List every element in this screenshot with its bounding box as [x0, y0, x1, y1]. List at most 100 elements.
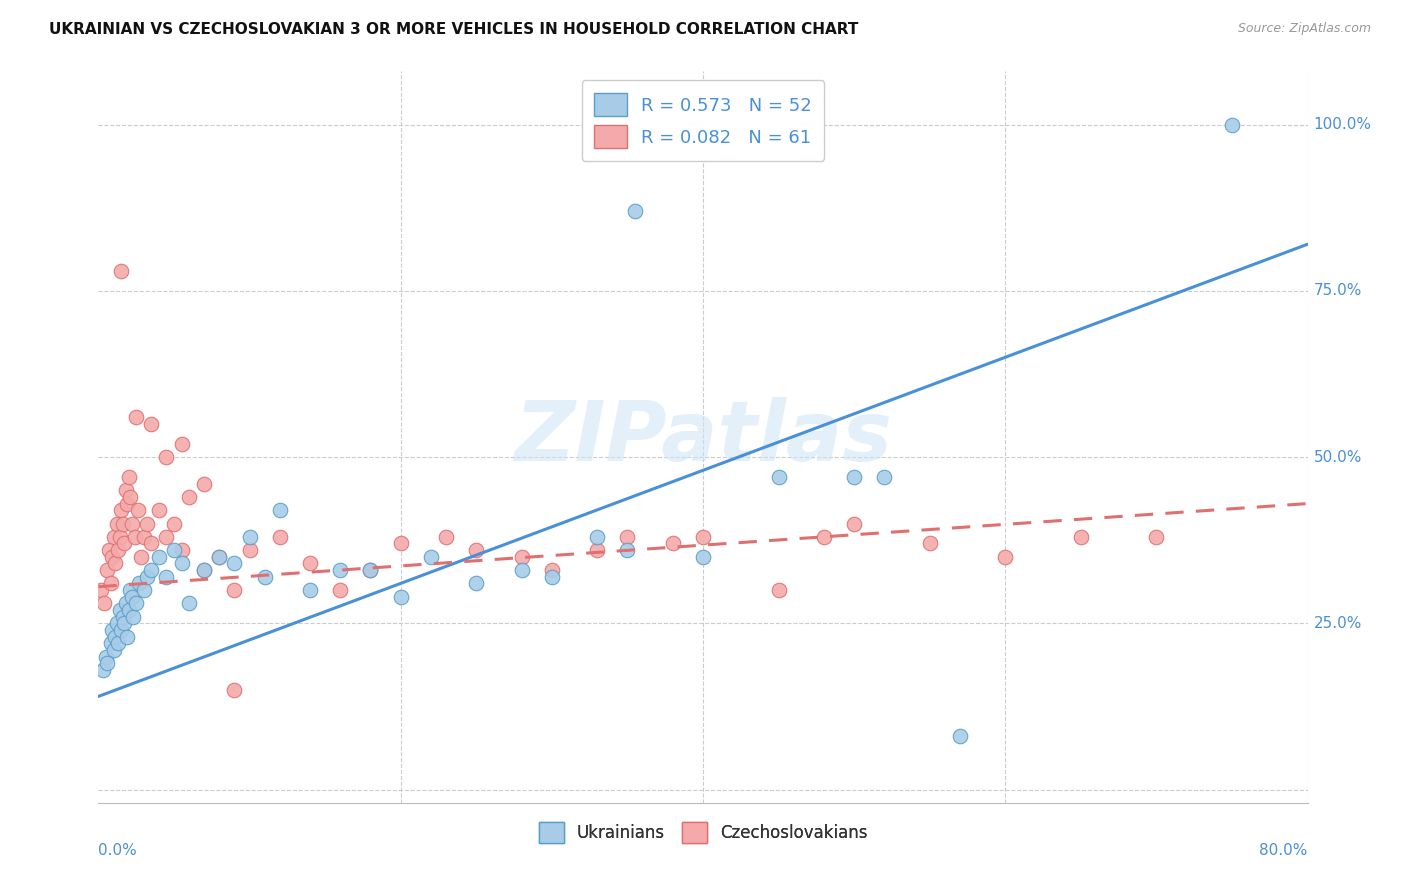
Point [434, 530, 457, 544]
Point [107, 636, 129, 650]
Point [121, 590, 143, 604]
Text: 50.0%: 50.0% [1313, 450, 1362, 465]
Point [239, 543, 262, 558]
Point [586, 530, 609, 544]
Point [163, 516, 186, 531]
Point [813, 530, 835, 544]
Point [125, 596, 148, 610]
Point [170, 557, 193, 571]
Text: 80.0%: 80.0% [1260, 843, 1308, 858]
Point [114, 596, 136, 610]
Point [179, 490, 201, 504]
Point [93, 596, 115, 610]
Text: ZIPatlas: ZIPatlas [515, 397, 891, 477]
Point [540, 570, 562, 584]
Point [105, 516, 128, 531]
Point [193, 476, 215, 491]
Point [465, 543, 488, 558]
Point [103, 530, 125, 544]
Point [141, 563, 163, 577]
Point [118, 470, 141, 484]
Point [120, 490, 142, 504]
Point [90, 582, 112, 597]
Point [389, 536, 412, 550]
Point [96, 563, 118, 577]
Point [114, 483, 136, 498]
Point [148, 503, 170, 517]
Point [110, 503, 132, 517]
Point [104, 557, 127, 571]
Point [141, 536, 163, 550]
Point [510, 549, 533, 564]
Point [132, 530, 155, 544]
Point [94, 649, 117, 664]
Point [103, 643, 125, 657]
Point [170, 543, 193, 558]
Point [101, 623, 124, 637]
Point [108, 530, 131, 544]
Point [510, 563, 533, 577]
Point [269, 503, 291, 517]
Point [420, 549, 443, 564]
Point [120, 582, 142, 597]
Point [101, 549, 124, 564]
Point [141, 417, 163, 431]
Point [299, 582, 322, 597]
Point [155, 530, 177, 544]
Point [128, 576, 150, 591]
Point [918, 536, 941, 550]
Point [994, 549, 1017, 564]
Point [111, 516, 134, 531]
Point [692, 530, 714, 544]
Point [107, 543, 129, 558]
Point [873, 470, 896, 484]
Point [155, 450, 177, 464]
Point [224, 682, 246, 697]
Point [100, 576, 122, 591]
Point [253, 570, 276, 584]
Legend: Ukrainians, Czechoslovakians: Ukrainians, Czechoslovakians [531, 815, 875, 849]
Point [586, 543, 609, 558]
Point [329, 563, 352, 577]
Point [360, 563, 382, 577]
Point [115, 630, 138, 644]
Point [299, 557, 322, 571]
Point [104, 630, 127, 644]
Point [127, 503, 149, 517]
Point [329, 582, 352, 597]
Point [96, 656, 118, 670]
Point [1220, 118, 1243, 132]
Point [208, 549, 231, 564]
Point [179, 596, 201, 610]
Text: UKRAINIAN VS CZECHOSLOVAKIAN 3 OR MORE VEHICLES IN HOUSEHOLD CORRELATION CHART: UKRAINIAN VS CZECHOSLOVAKIAN 3 OR MORE V… [49, 22, 859, 37]
Text: 100.0%: 100.0% [1313, 117, 1372, 132]
Point [844, 470, 866, 484]
Text: 75.0%: 75.0% [1313, 284, 1362, 298]
Point [135, 516, 157, 531]
Point [239, 530, 262, 544]
Point [768, 470, 790, 484]
Point [224, 557, 246, 571]
Text: 0.0%: 0.0% [98, 843, 138, 858]
Point [616, 530, 638, 544]
Point [540, 563, 562, 577]
Point [125, 410, 148, 425]
Point [624, 204, 647, 219]
Point [135, 570, 157, 584]
Point [193, 563, 215, 577]
Point [465, 576, 488, 591]
Point [616, 543, 638, 558]
Point [844, 516, 866, 531]
Point [110, 623, 132, 637]
Point [112, 536, 135, 550]
Point [110, 264, 132, 278]
Point [269, 530, 291, 544]
Point [121, 516, 143, 531]
Point [129, 549, 152, 564]
Point [692, 549, 714, 564]
Point [360, 563, 382, 577]
Point [1070, 530, 1092, 544]
Point [100, 636, 122, 650]
Point [111, 609, 134, 624]
Point [1146, 530, 1168, 544]
